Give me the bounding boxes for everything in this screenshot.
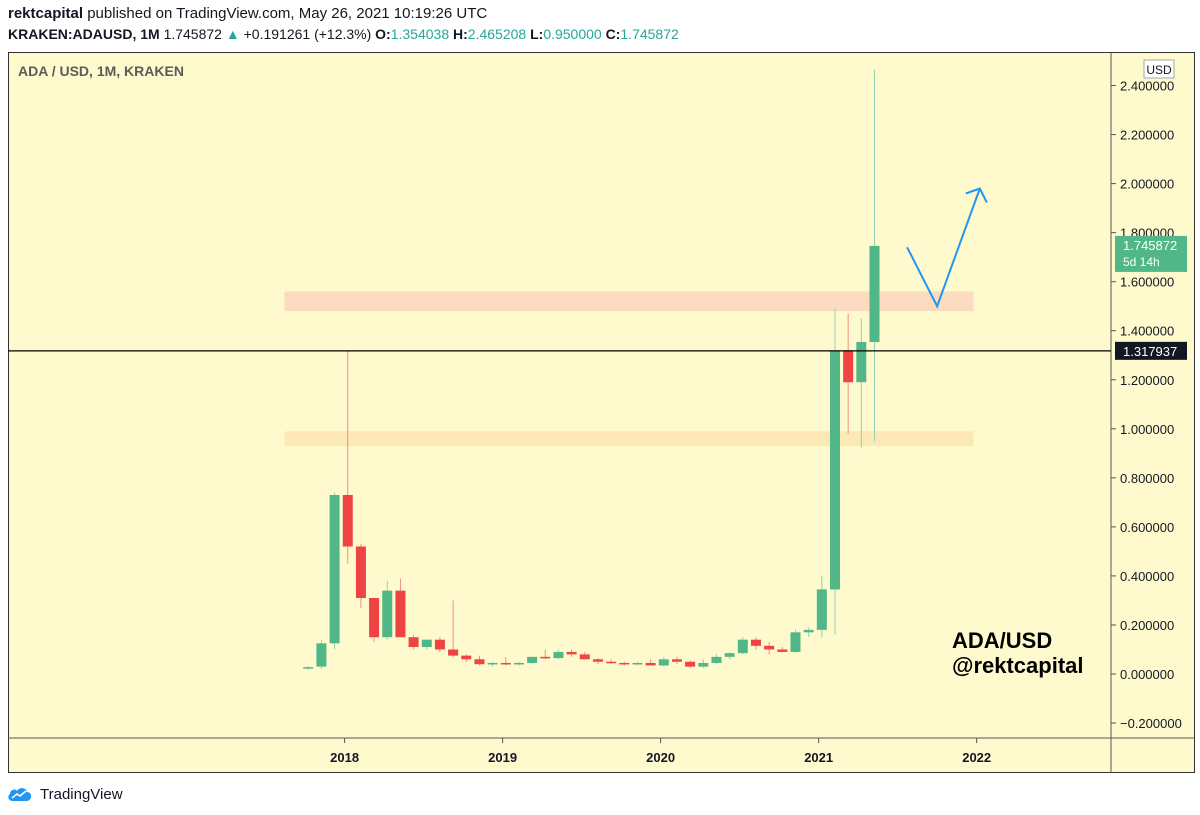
candle-body (619, 662, 630, 665)
annotation-line-2: @rektcapital (952, 653, 1084, 678)
y-tick-label: 1.000000 (1120, 422, 1174, 437)
y-tick-label: 0.200000 (1120, 618, 1174, 633)
candle-body (369, 597, 380, 638)
candle-body (303, 667, 314, 669)
annotation-line-1: ADA/USD (952, 628, 1052, 653)
candle-body (566, 651, 577, 655)
y-tick-label: −0.200000 (1120, 716, 1182, 731)
candle-body (527, 656, 538, 663)
y-tick-label: 0.600000 (1120, 520, 1174, 535)
y-tick-label: 1.200000 (1120, 373, 1174, 388)
candle-body (724, 653, 735, 657)
x-tick-label: 2022 (962, 750, 991, 765)
candle-body (750, 639, 761, 646)
candle-body (553, 651, 564, 659)
level-price-label: 1.317937 (1123, 344, 1177, 359)
close-value: 1.745872 (620, 26, 679, 42)
y-tick-label: 2.200000 (1120, 128, 1174, 143)
candle-body (803, 629, 814, 633)
x-tick-label: 2020 (646, 750, 675, 765)
high-value: 2.465208 (467, 26, 527, 42)
currency-badge (1143, 59, 1175, 79)
candle-body (382, 590, 393, 638)
projection-arrowhead-icon (965, 187, 988, 203)
candle-body (671, 659, 682, 662)
tradingview-cloud-icon (8, 788, 32, 801)
candle-body (540, 656, 551, 659)
candle-body (816, 589, 827, 630)
candle-body (843, 350, 854, 383)
countdown-label: 5d 14h (1123, 255, 1160, 269)
x-tick-label: 2019 (488, 750, 517, 765)
y-tick-label: 0.000000 (1120, 667, 1174, 682)
current-price-label: 1.745872 (1123, 238, 1177, 253)
published-text: published on TradingView.com, May 26, 20… (87, 5, 488, 22)
candle-body (500, 662, 511, 665)
ohlc-legend: KRAKEN:ADAUSD, 1M 1.745872 ▲ +0.191261 (… (8, 24, 679, 44)
candle-body (645, 662, 656, 666)
y-tick-label: 1.600000 (1120, 275, 1174, 290)
footer: TradingView (6, 784, 123, 804)
candle-body (329, 495, 340, 644)
candle-body (487, 662, 498, 665)
y-tick-label: 1.400000 (1120, 324, 1174, 339)
candle-body (658, 659, 669, 666)
candle-body (829, 350, 840, 590)
candle-body (592, 659, 603, 662)
tradingview-brand[interactable]: TradingView (40, 785, 123, 803)
resistance-zone-upper (284, 291, 974, 312)
candle-body (434, 639, 445, 650)
support-zone-lower (284, 431, 974, 446)
candle-body (395, 590, 406, 638)
currency-label: USD (1146, 63, 1172, 77)
low-value: 0.950000 (543, 26, 602, 42)
chart-frame (8, 52, 1195, 773)
open-label: O: (375, 26, 391, 42)
x-tick-label: 2018 (330, 750, 359, 765)
change-arrow-icon: ▲ (225, 26, 240, 42)
candle-body (579, 654, 590, 660)
author-name[interactable]: rektcapital (8, 5, 84, 22)
candle-body (408, 637, 419, 648)
high-label: H: (453, 26, 468, 42)
chart-title: ADA / USD, 1M, KRAKEN (18, 63, 184, 79)
symbol-label: KRAKEN:ADAUSD, 1M (8, 26, 160, 42)
candle-body (355, 546, 366, 598)
candle-body (448, 649, 459, 656)
candle-body (737, 639, 748, 654)
low-label: L: (530, 26, 544, 42)
projection-arrow-path (906, 188, 981, 309)
candle-body (461, 655, 472, 660)
y-tick-label: 2.000000 (1120, 177, 1174, 192)
y-tick-label: 0.800000 (1120, 471, 1174, 486)
published-line: rektcapital published on TradingView.com… (8, 4, 487, 24)
change-value: +0.191261 (+12.3%) (243, 26, 372, 42)
candle-body (777, 649, 788, 652)
candle-body (606, 661, 617, 664)
y-tick-label: 2.400000 (1120, 79, 1174, 94)
price-chart[interactable]: 2.4000002.2000002.0000001.8000001.600000… (8, 52, 1195, 773)
level-price-tag (1115, 341, 1187, 360)
x-tick-label: 2021 (804, 750, 833, 765)
candle-body (698, 662, 709, 667)
candle-body (513, 662, 524, 665)
y-tick-label: 0.400000 (1120, 569, 1174, 584)
candle-body (316, 643, 327, 667)
candle-body (421, 639, 432, 648)
candle-body (632, 662, 643, 665)
candle-body (474, 659, 485, 665)
current-price-tag (1115, 235, 1187, 272)
candle-body (790, 632, 801, 652)
open-value: 1.354038 (390, 26, 450, 42)
candle-body (711, 656, 722, 663)
last-price: 1.745872 (163, 26, 222, 42)
candle-body (869, 245, 880, 342)
candle-body (685, 661, 696, 667)
candle-body (856, 341, 867, 383)
candle-body (342, 495, 353, 547)
close-label: C: (605, 26, 621, 42)
candle-body (764, 645, 775, 650)
